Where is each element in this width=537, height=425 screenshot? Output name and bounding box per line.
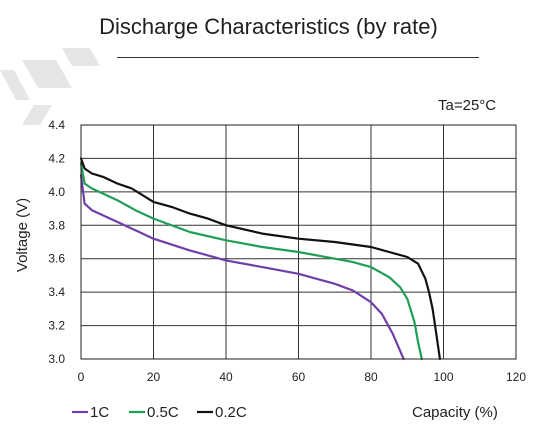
y-axis-label: Voltage (V) <box>14 198 31 272</box>
y-tick-label: 4.2 <box>48 151 65 165</box>
y-tick-label: 3.6 <box>48 252 65 266</box>
x-tick-label: 120 <box>506 370 526 384</box>
temperature-annotation: Ta=25°C <box>438 97 496 114</box>
x-tick-label: 0 <box>78 370 85 384</box>
series-line-0-5c <box>79 162 423 361</box>
y-tick-label: 3.8 <box>48 218 65 232</box>
grid-lines <box>80 124 517 360</box>
legend-label: 0.2C <box>215 404 247 421</box>
series-line-1c <box>79 174 405 361</box>
title-divider <box>117 57 479 58</box>
y-tick-label: 3.4 <box>48 285 65 299</box>
series-lines <box>79 157 441 361</box>
plot-frame <box>80 124 517 360</box>
series-line-0-2c <box>79 157 441 361</box>
legend: 1C 0.5C 0.2C <box>72 404 247 421</box>
x-tick-label: 20 <box>147 370 161 384</box>
x-tick-label: 80 <box>364 370 378 384</box>
y-tick-labels: 3.0 3.2 3.4 3.6 3.8 4.0 4.2 4.4 <box>48 118 65 366</box>
legend-label: 1C <box>90 404 109 421</box>
y-tick-label: 3.2 <box>48 319 65 333</box>
chart-title: Discharge Characteristics (by rate) <box>99 14 438 39</box>
x-tick-label: 40 <box>219 370 233 384</box>
y-tick-label: 4.0 <box>48 185 65 199</box>
x-tick-label: 100 <box>433 370 453 384</box>
y-tick-label: 4.4 <box>48 118 65 132</box>
x-axis-label: Capacity (%) <box>412 404 498 421</box>
legend-label: 0.5C <box>147 404 179 421</box>
y-tick-label: 3.0 <box>48 352 65 366</box>
x-tick-label: 60 <box>292 370 306 384</box>
x-tick-labels: 0 20 40 60 80 100 120 <box>78 370 527 384</box>
